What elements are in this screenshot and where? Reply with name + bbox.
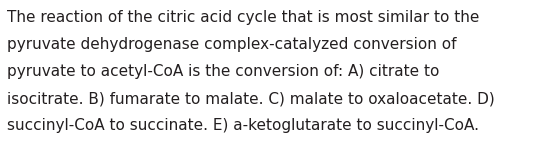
Text: isocitrate. B) fumarate to malate. C) malate to oxaloacetate. D): isocitrate. B) fumarate to malate. C) ma… (7, 91, 495, 106)
Text: pyruvate to acetyl-CoA is the conversion of: A) citrate to: pyruvate to acetyl-CoA is the conversion… (7, 64, 440, 79)
Text: pyruvate dehydrogenase complex-catalyzed conversion of: pyruvate dehydrogenase complex-catalyzed… (7, 37, 457, 52)
Text: succinyl-CoA to succinate. E) a-ketoglutarate to succinyl-CoA.: succinyl-CoA to succinate. E) a-ketoglut… (7, 118, 479, 133)
Text: The reaction of the citric acid cycle that is most similar to the: The reaction of the citric acid cycle th… (7, 10, 480, 25)
